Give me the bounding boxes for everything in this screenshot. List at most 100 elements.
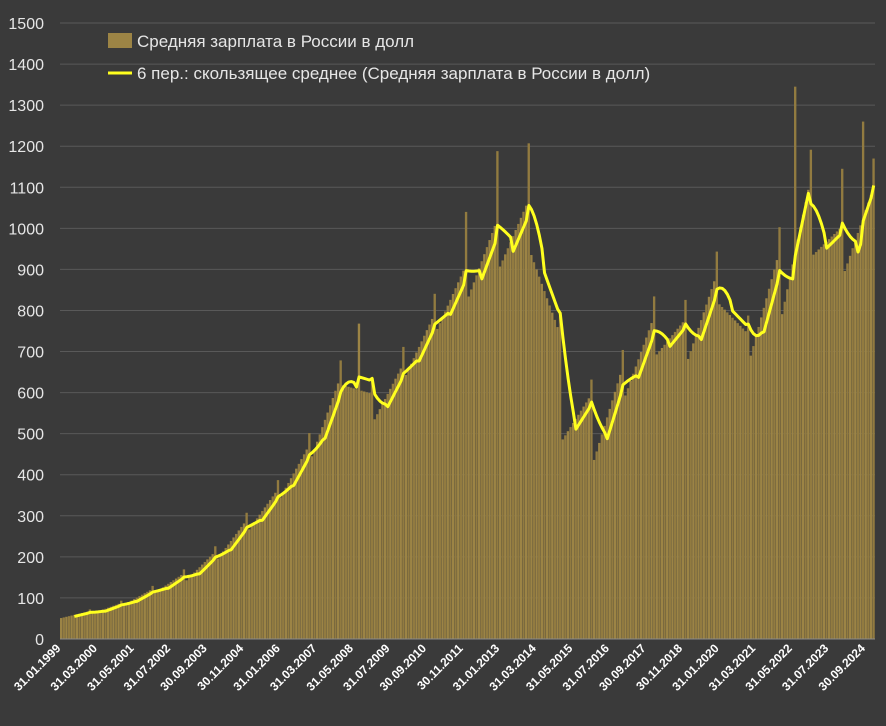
bar — [386, 393, 389, 639]
bar — [154, 592, 157, 639]
bar — [114, 604, 118, 639]
bar — [671, 335, 674, 639]
bar — [804, 202, 807, 639]
bar — [430, 318, 434, 639]
bar — [130, 600, 133, 639]
bar — [221, 551, 225, 639]
bar — [258, 514, 261, 639]
bar — [569, 427, 572, 639]
bar — [80, 612, 84, 639]
bar — [138, 596, 141, 639]
bar — [472, 282, 476, 639]
bar — [164, 585, 167, 639]
bar — [117, 603, 120, 639]
bar — [794, 86, 797, 639]
bar — [807, 189, 810, 639]
y-tick-label: 1400 — [8, 57, 44, 74]
bar — [786, 289, 789, 639]
bar — [224, 547, 227, 639]
bar — [571, 422, 575, 639]
bar — [835, 231, 839, 639]
bar — [754, 336, 758, 639]
bar — [464, 211, 468, 639]
bar — [203, 561, 207, 639]
legend-swatch-bars — [108, 33, 132, 48]
bar — [300, 459, 303, 639]
bar — [545, 298, 549, 639]
bar — [302, 454, 306, 639]
bar — [509, 242, 512, 639]
bar — [383, 398, 387, 639]
legend: Средняя зарплата в России в долл 6 пер.:… — [108, 32, 650, 83]
bar — [496, 151, 499, 639]
bar — [268, 500, 272, 639]
bar — [60, 618, 63, 639]
bar — [765, 298, 768, 639]
bar — [652, 296, 656, 639]
bar — [498, 266, 502, 639]
bar — [120, 600, 123, 639]
bar — [457, 282, 460, 639]
bar — [101, 609, 105, 639]
bar — [723, 309, 726, 639]
bar — [415, 352, 418, 639]
bar — [438, 323, 442, 639]
bar — [355, 389, 358, 639]
bar — [323, 419, 327, 639]
bar — [470, 289, 473, 639]
bar — [399, 368, 402, 639]
bar — [619, 374, 622, 639]
bar — [349, 387, 353, 639]
salary-bars — [60, 86, 875, 640]
bar — [812, 254, 815, 639]
y-tick-label: 1500 — [8, 16, 44, 33]
bar — [195, 569, 199, 639]
bar — [227, 544, 230, 639]
y-tick-label: 1300 — [8, 98, 44, 115]
bar — [334, 390, 337, 639]
bar — [767, 288, 771, 639]
bar — [159, 589, 162, 639]
bar — [838, 228, 841, 640]
bar — [686, 358, 690, 639]
bar — [493, 225, 496, 639]
bar — [216, 558, 220, 639]
bar — [522, 211, 525, 639]
bar — [689, 351, 692, 639]
bar — [650, 323, 653, 639]
y-tick-label: 1200 — [8, 139, 44, 156]
bar — [477, 268, 481, 639]
bar — [446, 305, 449, 639]
bar — [645, 337, 648, 639]
bar — [540, 283, 543, 639]
bar — [718, 304, 721, 639]
bar — [692, 343, 695, 639]
bar — [715, 251, 719, 639]
bar — [608, 408, 611, 639]
bar — [78, 613, 81, 639]
bar — [626, 388, 630, 639]
bar — [255, 518, 259, 639]
bar — [506, 248, 510, 639]
bar — [321, 427, 324, 639]
bar — [449, 299, 452, 639]
bar — [232, 537, 235, 639]
bar — [88, 609, 92, 639]
bar — [287, 482, 290, 639]
bar — [666, 341, 669, 639]
bar — [475, 275, 478, 639]
bar — [820, 246, 823, 639]
bar — [720, 306, 724, 639]
bar — [370, 379, 374, 639]
y-tick-label: 200 — [17, 550, 44, 567]
bar — [122, 604, 126, 639]
bar — [603, 425, 606, 639]
bar — [99, 610, 102, 639]
bar — [112, 605, 115, 639]
bar — [799, 227, 802, 639]
bar — [843, 271, 846, 639]
bar — [856, 232, 860, 639]
bar — [684, 299, 687, 639]
bar — [417, 346, 421, 639]
